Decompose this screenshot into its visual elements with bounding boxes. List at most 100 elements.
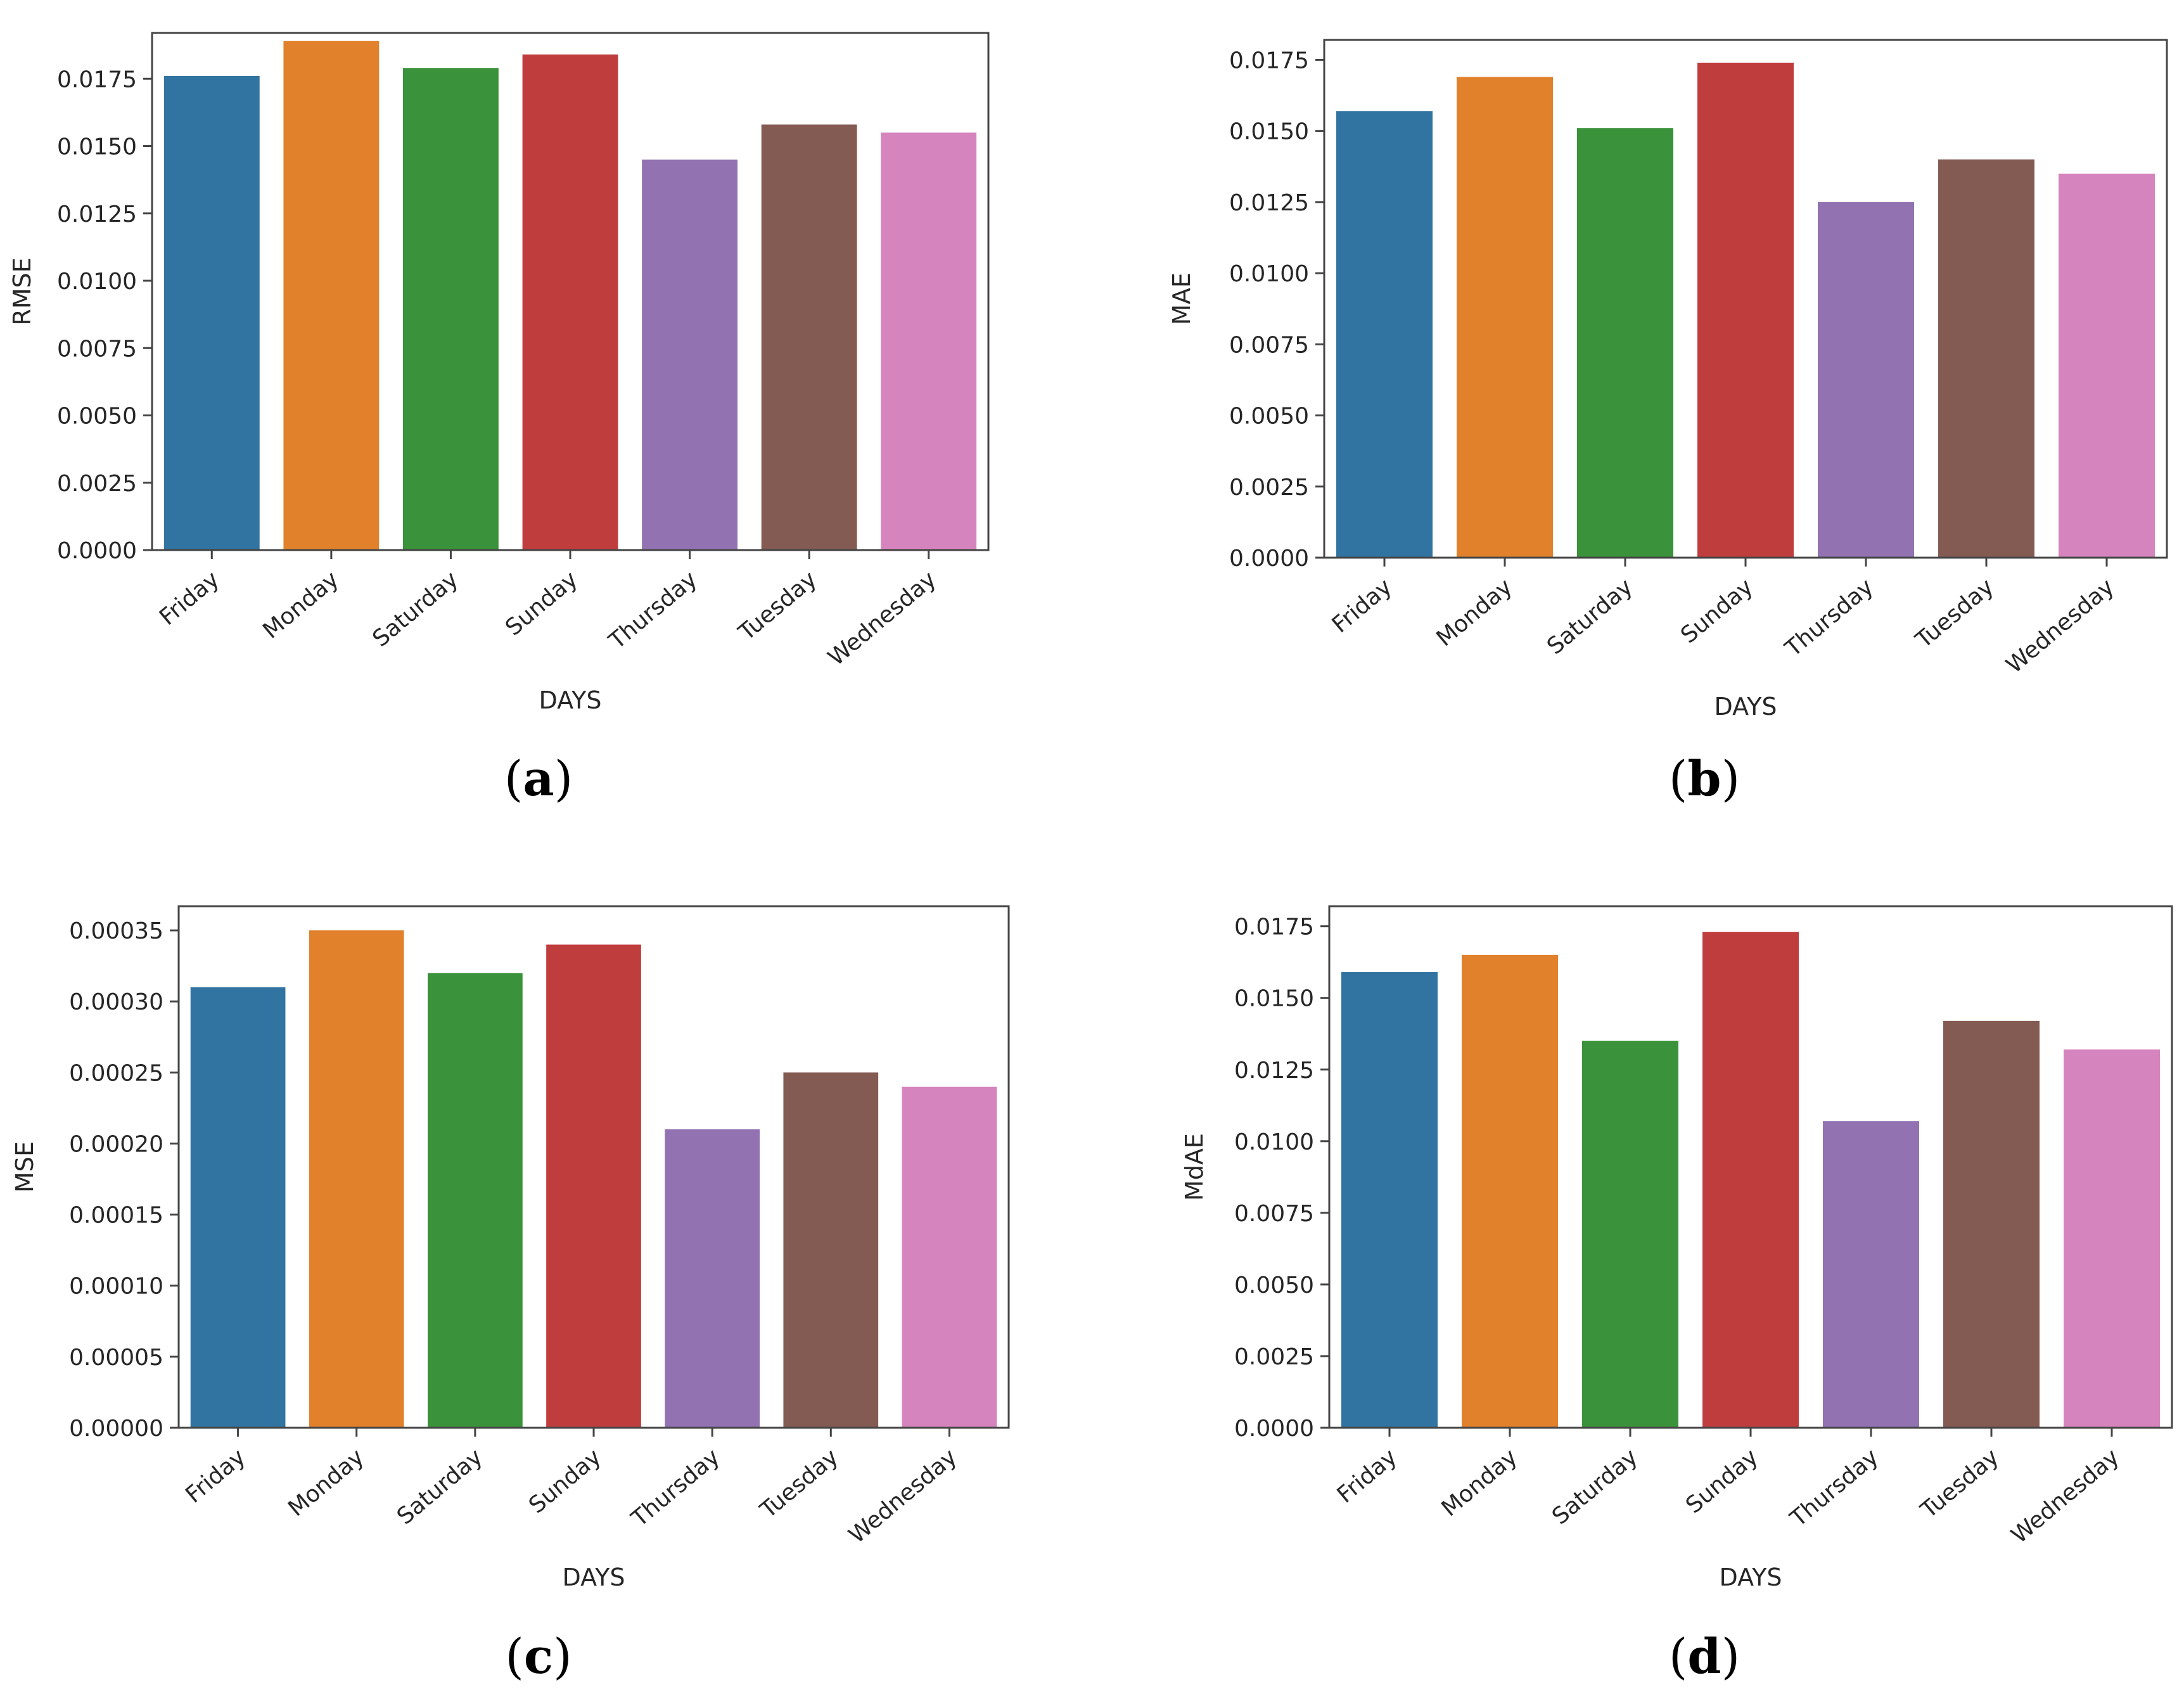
- panel-b-bar-sunday: [1697, 62, 1794, 558]
- panel-c-ytick-label: 0.00035: [69, 918, 163, 944]
- panel-c-bar-thursday: [665, 1129, 760, 1428]
- panel-a-ytick-label: 0.0125: [57, 202, 137, 228]
- panel-d-bar-thursday: [1823, 1121, 1919, 1428]
- panel-d-xlabel: DAYS: [1720, 1563, 1782, 1591]
- panel-b-ytick-label: 0.0000: [1229, 546, 1309, 572]
- panel-d-bar-friday: [1341, 972, 1438, 1428]
- panel-c-xtick-label: Monday: [283, 1444, 369, 1522]
- panel-d-xtick-label: Tuesday: [1915, 1444, 2003, 1523]
- panel-a-xtick-label: Wednesday: [823, 566, 941, 670]
- panel-c-ylabel: MSE: [11, 1141, 39, 1193]
- panel-d-caption: (d): [1669, 1628, 1740, 1684]
- panel-a-bar-saturday: [403, 68, 499, 550]
- panel-a-bar-monday: [283, 41, 380, 550]
- panel-b-bar-wednesday: [2059, 173, 2155, 558]
- panel-c-bar-saturday: [428, 973, 523, 1428]
- panel-d-ytick-label: 0.0075: [1234, 1201, 1314, 1227]
- panel-c-bar-tuesday: [783, 1072, 879, 1428]
- panel-b-xtick-label: Monday: [1432, 574, 1517, 651]
- panel-b-bar-thursday: [1818, 202, 1914, 558]
- panel-c-ytick-label: 0.00025: [69, 1060, 163, 1086]
- panel-c-ytick-label: 0.00030: [69, 989, 163, 1015]
- panel-b-xlabel: DAYS: [1715, 693, 1777, 721]
- panel-a-xtick-label: Sunday: [501, 566, 583, 641]
- panel-b-ytick-label: 0.0100: [1229, 261, 1309, 287]
- panel-b-bar-tuesday: [1938, 159, 2034, 558]
- panel-c-bar-sunday: [546, 944, 641, 1428]
- panel-c-bar-friday: [190, 987, 286, 1428]
- panel-d-bar-sunday: [1702, 932, 1799, 1428]
- panel-a-ylabel: RMSE: [8, 257, 36, 325]
- panel-b-xtick-label: Tuesday: [1910, 574, 1998, 653]
- panel-d-ytick-label: 0.0125: [1234, 1058, 1314, 1084]
- panel-d-bar-tuesday: [1943, 1020, 2040, 1428]
- panel-c-xtick-label: Sunday: [524, 1444, 606, 1518]
- panel-d-ylabel: MdAE: [1180, 1133, 1208, 1201]
- panel-b-xtick-label: Friday: [1327, 574, 1397, 638]
- panel-d-xtick-label: Sunday: [1681, 1444, 1763, 1518]
- panel-c-ytick-label: 0.00005: [69, 1345, 163, 1371]
- panel-b-ytick-label: 0.0025: [1229, 475, 1309, 501]
- panel-b-caption: (b): [1669, 750, 1740, 807]
- panel-b-xtick-label: Wednesday: [2002, 574, 2119, 678]
- panel-b-xtick-label: Thursday: [1780, 574, 1878, 662]
- panel-d-ytick-label: 0.0025: [1234, 1344, 1314, 1370]
- panel-a-xtick-label: Friday: [155, 566, 224, 631]
- panel-b-bar-friday: [1336, 111, 1433, 558]
- panel-b-bar-monday: [1457, 77, 1553, 558]
- panel-d-xtick-label: Saturday: [1547, 1444, 1643, 1530]
- panel-a-xtick-label: Tuesday: [734, 566, 822, 646]
- panel-d-bar-saturday: [1582, 1041, 1678, 1428]
- panel-a-bar-wednesday: [881, 132, 977, 550]
- panel-d-ytick-label: 0.0100: [1234, 1129, 1314, 1155]
- panel-c-ytick-label: 0.00020: [69, 1131, 163, 1157]
- panel-b-bar-saturday: [1577, 128, 1673, 558]
- panel-d-ytick-label: 0.0175: [1234, 914, 1314, 940]
- panel-a-xtick-label: Thursday: [604, 566, 702, 655]
- panel-c-xtick-label: Thursday: [627, 1444, 725, 1532]
- panel-c-bar-monday: [309, 930, 404, 1428]
- panel-d-xtick-label: Friday: [1332, 1444, 1402, 1508]
- panel-a-ytick-label: 0.0025: [57, 471, 137, 497]
- panel-a-xlabel: DAYS: [539, 686, 602, 714]
- panel-a-ytick-label: 0.0075: [57, 336, 137, 362]
- panel-a-ytick-label: 0.0000: [57, 538, 137, 564]
- panel-c-xtick-label: Wednesday: [844, 1444, 962, 1548]
- panel-c-ytick-label: 0.00015: [69, 1203, 163, 1229]
- panel-d-ytick-label: 0.0000: [1234, 1416, 1314, 1442]
- panel-a-xtick-label: Saturday: [368, 566, 464, 652]
- panel-a-ytick-label: 0.0150: [57, 134, 137, 160]
- panel-d-xtick-label: Wednesday: [2007, 1444, 2124, 1548]
- panel-d-ytick-label: 0.0150: [1234, 986, 1314, 1012]
- panel-a-bar-sunday: [522, 54, 618, 550]
- panel-a-ytick-label: 0.0050: [57, 404, 137, 430]
- panel-c-bar-wednesday: [902, 1086, 997, 1428]
- panel-c-xtick-label: Friday: [181, 1444, 250, 1508]
- panel-c-ytick-label: 0.00010: [69, 1274, 163, 1300]
- panel-a-ytick-label: 0.0175: [57, 67, 137, 93]
- panel-b-ytick-label: 0.0075: [1229, 332, 1309, 358]
- panel-b-xtick-label: Sunday: [1676, 574, 1758, 648]
- panel-a-xtick-label: Monday: [258, 566, 343, 644]
- panel-a-bar-friday: [163, 76, 260, 550]
- panel-d-xtick-label: Thursday: [1785, 1444, 1883, 1532]
- panel-a-bar-tuesday: [761, 124, 857, 550]
- panel-b-ytick-label: 0.0125: [1229, 190, 1309, 216]
- panel-d-xtick-label: Monday: [1437, 1444, 1523, 1522]
- panel-b-xtick-label: Saturday: [1542, 574, 1638, 660]
- panel-c-xtick-label: Saturday: [392, 1444, 488, 1530]
- panel-c-caption: (c): [505, 1628, 572, 1684]
- panel-a-ytick-label: 0.0100: [57, 269, 137, 295]
- panel-d-bar-wednesday: [2064, 1049, 2160, 1428]
- panel-a-caption: (a): [504, 750, 573, 807]
- panel-c-xlabel: DAYS: [563, 1563, 625, 1591]
- panel-d-bar-monday: [1462, 954, 1558, 1428]
- panel-b-ytick-label: 0.0150: [1229, 119, 1309, 145]
- panel-c-ytick-label: 0.00000: [69, 1416, 163, 1442]
- panel-c-xtick-label: Tuesday: [755, 1444, 843, 1523]
- panel-b-ytick-label: 0.0050: [1229, 404, 1309, 430]
- panel-a-bar-thursday: [642, 159, 738, 550]
- panel-b-ytick-label: 0.0175: [1229, 48, 1309, 74]
- panel-d-ytick-label: 0.0050: [1234, 1273, 1314, 1298]
